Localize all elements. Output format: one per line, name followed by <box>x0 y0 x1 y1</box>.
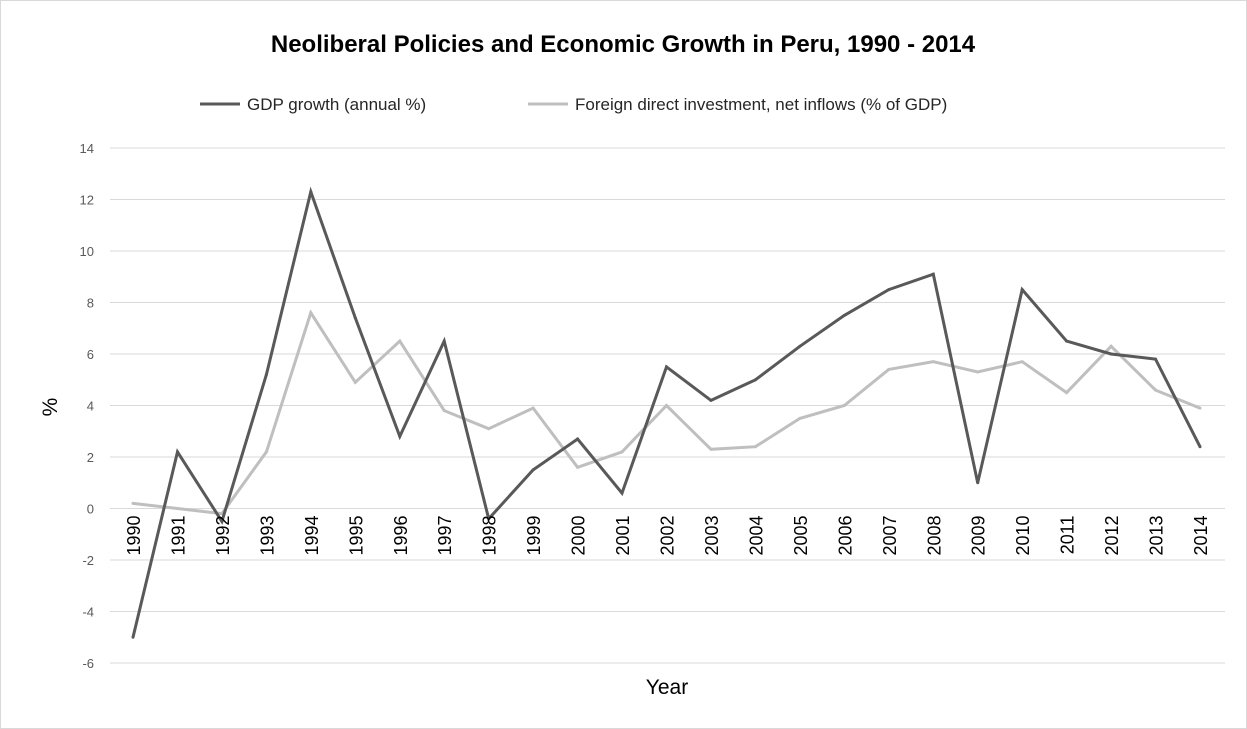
x-tick-label: 2014 <box>1191 516 1211 556</box>
x-tick-label: 2010 <box>1013 516 1033 556</box>
data-point-gdp-growth <box>264 373 268 377</box>
x-tick-label: 1994 <box>302 516 322 556</box>
x-tick-label: 2009 <box>969 516 989 556</box>
x-tick-label: 2000 <box>569 516 589 556</box>
data-point-fdi <box>1198 406 1202 410</box>
legend: GDP growth (annual %) Foreign direct inv… <box>200 95 947 114</box>
data-point-gdp-growth <box>887 288 891 292</box>
x-tick-label: 1996 <box>391 516 411 556</box>
data-point-fdi <box>665 404 668 407</box>
data-point-gdp-growth <box>842 313 846 317</box>
data-point-gdp-growth <box>531 468 535 472</box>
x-tick-label: 1999 <box>524 516 544 556</box>
data-point-fdi <box>1020 360 1024 364</box>
data-point-gdp-growth <box>1065 339 1069 343</box>
data-point-gdp-growth <box>1020 288 1024 292</box>
data-point-fdi <box>531 406 535 410</box>
data-point-fdi <box>620 450 624 454</box>
data-point-fdi <box>131 501 135 505</box>
series-line-gdp-growth <box>131 186 1202 638</box>
data-point-gdp-growth <box>1109 352 1113 356</box>
data-point-fdi <box>309 311 313 315</box>
x-tick-label: 2006 <box>835 516 855 556</box>
y-tick-label: 0 <box>87 502 94 517</box>
data-point-gdp-growth <box>753 378 757 382</box>
series-lines <box>131 186 1202 639</box>
x-tick-label: 2005 <box>791 516 811 556</box>
data-point-fdi <box>1154 388 1158 392</box>
data-point-gdp-growth <box>620 491 624 495</box>
data-point-gdp-growth <box>220 519 224 523</box>
data-point-gdp-growth <box>931 272 935 276</box>
y-tick-label: 12 <box>80 193 94 208</box>
legend-label-fdi: Foreign direct investment, net inflows (… <box>575 95 947 114</box>
x-axis-ticks: 1990 1991 1992 1993 1994 1995 1996 1997 1998 1999… <box>124 516 1211 556</box>
data-point-fdi <box>353 380 357 384</box>
data-point-gdp-growth <box>487 517 491 521</box>
x-tick-label: 2003 <box>702 516 722 556</box>
data-point-gdp-growth <box>1154 357 1158 361</box>
y-tick-label: 8 <box>87 296 94 311</box>
data-point-fdi <box>842 404 846 407</box>
x-tick-label: 2004 <box>746 516 766 556</box>
x-tick-label: 2011 <box>1058 516 1078 555</box>
x-tick-label: 1993 <box>257 516 277 556</box>
y-tick-label: 6 <box>87 347 94 362</box>
data-point-gdp-growth <box>353 316 357 320</box>
x-axis-title: Year <box>646 676 688 699</box>
x-tick-label: 2013 <box>1147 516 1167 556</box>
data-point-fdi <box>976 370 980 374</box>
data-point-gdp-growth <box>976 481 980 485</box>
y-tick-label: 2 <box>87 450 94 465</box>
data-point-gdp-growth <box>398 434 402 438</box>
y-axis-title: % <box>39 398 62 417</box>
data-point-gdp-growth <box>576 437 580 441</box>
y-tick-label: -6 <box>82 656 94 671</box>
x-tick-label: 2012 <box>1102 516 1122 556</box>
data-point-gdp-growth <box>175 450 179 454</box>
x-tick-label: 2001 <box>613 516 633 556</box>
chart-title: Neoliberal Policies and Economic Growth … <box>271 31 976 58</box>
data-point-fdi <box>442 409 446 413</box>
data-point-fdi <box>264 450 268 454</box>
x-tick-label: 1991 <box>169 516 189 556</box>
x-tick-label: 1997 <box>435 516 455 556</box>
data-point-fdi <box>175 507 179 510</box>
data-point-fdi <box>1109 344 1113 348</box>
data-point-fdi <box>798 416 802 420</box>
y-tick-label: 4 <box>87 399 94 414</box>
data-point-fdi <box>398 339 402 343</box>
x-tick-label: 2007 <box>880 516 900 556</box>
data-point-fdi <box>887 367 891 371</box>
data-point-gdp-growth <box>309 190 313 194</box>
y-axis-ticks: -6 -4 -2 0 2 4 6 8 10 12 14 <box>80 141 94 671</box>
x-tick-label: 1992 <box>213 516 233 556</box>
y-tick-label: 10 <box>80 244 94 259</box>
data-point-fdi <box>709 447 713 451</box>
series-line-fdi <box>132 309 1201 516</box>
data-point-gdp-growth <box>665 365 668 369</box>
legend-label-gdp-growth: GDP growth (annual %) <box>247 95 426 114</box>
data-point-gdp-growth <box>709 398 713 402</box>
x-tick-label: 1995 <box>346 516 366 556</box>
data-point-gdp-growth <box>442 339 446 343</box>
data-point-fdi <box>753 445 757 449</box>
x-tick-label: 2008 <box>924 516 944 556</box>
y-tick-label: -4 <box>82 605 94 620</box>
y-tick-label: 14 <box>80 141 94 156</box>
data-point-fdi <box>576 465 580 469</box>
data-point-fdi <box>487 427 491 431</box>
data-point-fdi <box>931 360 935 364</box>
data-point-fdi <box>1065 391 1069 395</box>
x-tick-label: 1990 <box>124 516 144 556</box>
data-point-gdp-growth <box>131 635 135 639</box>
x-tick-label: 2002 <box>658 516 678 556</box>
y-tick-label: -2 <box>82 553 94 568</box>
gridlines <box>110 147 1225 664</box>
x-tick-label: 1998 <box>480 516 500 556</box>
data-point-gdp-growth <box>798 344 802 348</box>
data-point-gdp-growth <box>1198 445 1202 449</box>
